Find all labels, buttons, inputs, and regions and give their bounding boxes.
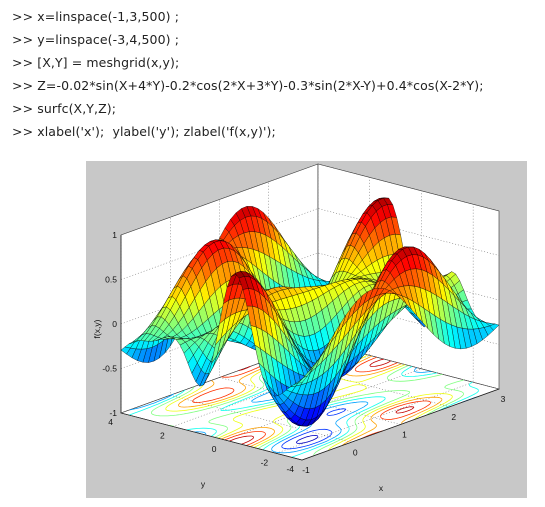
command-prompt: >>	[12, 32, 38, 47]
command-line: >> [X,Y] = meshgrid(x,y);	[12, 55, 179, 70]
grid-line-y	[172, 177, 370, 427]
x-axis-line	[301, 388, 500, 461]
z-tick-label: -1	[109, 408, 117, 418]
figure-window: -1 -0.5 0 0.5 1 -4 -2 0 2 4 -1 0 1 2 3 f(x,y) y x	[86, 161, 527, 498]
y-axis-label: y	[201, 479, 206, 489]
command-text: y=linspace(-3,4,500) ;	[37, 32, 180, 47]
command-prompt: >>	[12, 101, 38, 116]
command-line: >> Z=-0.02*sin(X+4*Y)-0.2*cos(2*X+3*Y)-0…	[12, 78, 484, 93]
command-line: >> x=linspace(-1,3,500) ;	[12, 9, 179, 24]
grid-line-z	[120, 163, 500, 236]
grid-line-z	[120, 341, 500, 414]
command-text: [X,Y] = meshgrid(x,y);	[37, 55, 180, 70]
x-tick-label: -1	[302, 465, 310, 475]
command-line: >> surfc(X,Y,Z);	[12, 101, 116, 116]
surface-patch	[297, 375, 309, 384]
grid-line-y	[276, 204, 474, 454]
command-text: x=linspace(-1,3,500) ;	[37, 9, 180, 24]
z-tick-label: 0	[112, 319, 117, 329]
y-tick-label: 2	[160, 430, 165, 440]
z-tick-label: 0.5	[105, 275, 117, 285]
contour-line	[229, 358, 415, 445]
y-axis-line	[120, 412, 303, 461]
x-axis-label: x	[379, 483, 384, 493]
command-prompt: >>	[12, 55, 38, 70]
command-text: surfc(X,Y,Z);	[37, 101, 117, 116]
x-tick-label: 0	[353, 447, 358, 457]
command-prompt: >>	[12, 78, 38, 93]
y-tick-label: -2	[261, 457, 269, 467]
z-tick-label: 1	[112, 230, 117, 240]
y-tick-label: 4	[108, 417, 113, 427]
y-tick-label: 0	[212, 444, 217, 454]
surface-mesh	[120, 197, 500, 427]
grid-line-z	[120, 208, 500, 280]
axes-edges	[120, 235, 500, 461]
y-tick-label: -4	[286, 464, 294, 474]
command-line: >> y=linspace(-3,4,500) ;	[12, 32, 179, 47]
command-prompt: >>	[12, 124, 38, 139]
x-tick-label: 2	[451, 412, 456, 422]
command-text: xlabel('x'); ylabel('y'); zlabel('f(x,y)…	[37, 124, 276, 139]
x-tick-label: 1	[402, 430, 407, 440]
z-tick-label: -0.5	[102, 364, 117, 374]
command-prompt: >>	[12, 9, 38, 24]
x-tick-label: 3	[501, 394, 506, 404]
command-text: Z=-0.02*sin(X+4*Y)-0.2*cos(2*X+3*Y)-0.3*…	[37, 78, 484, 93]
z-axis-label: f(x,y)	[92, 319, 102, 338]
command-line: >> xlabel('x'); ylabel('y'); zlabel('f(x…	[12, 124, 276, 139]
